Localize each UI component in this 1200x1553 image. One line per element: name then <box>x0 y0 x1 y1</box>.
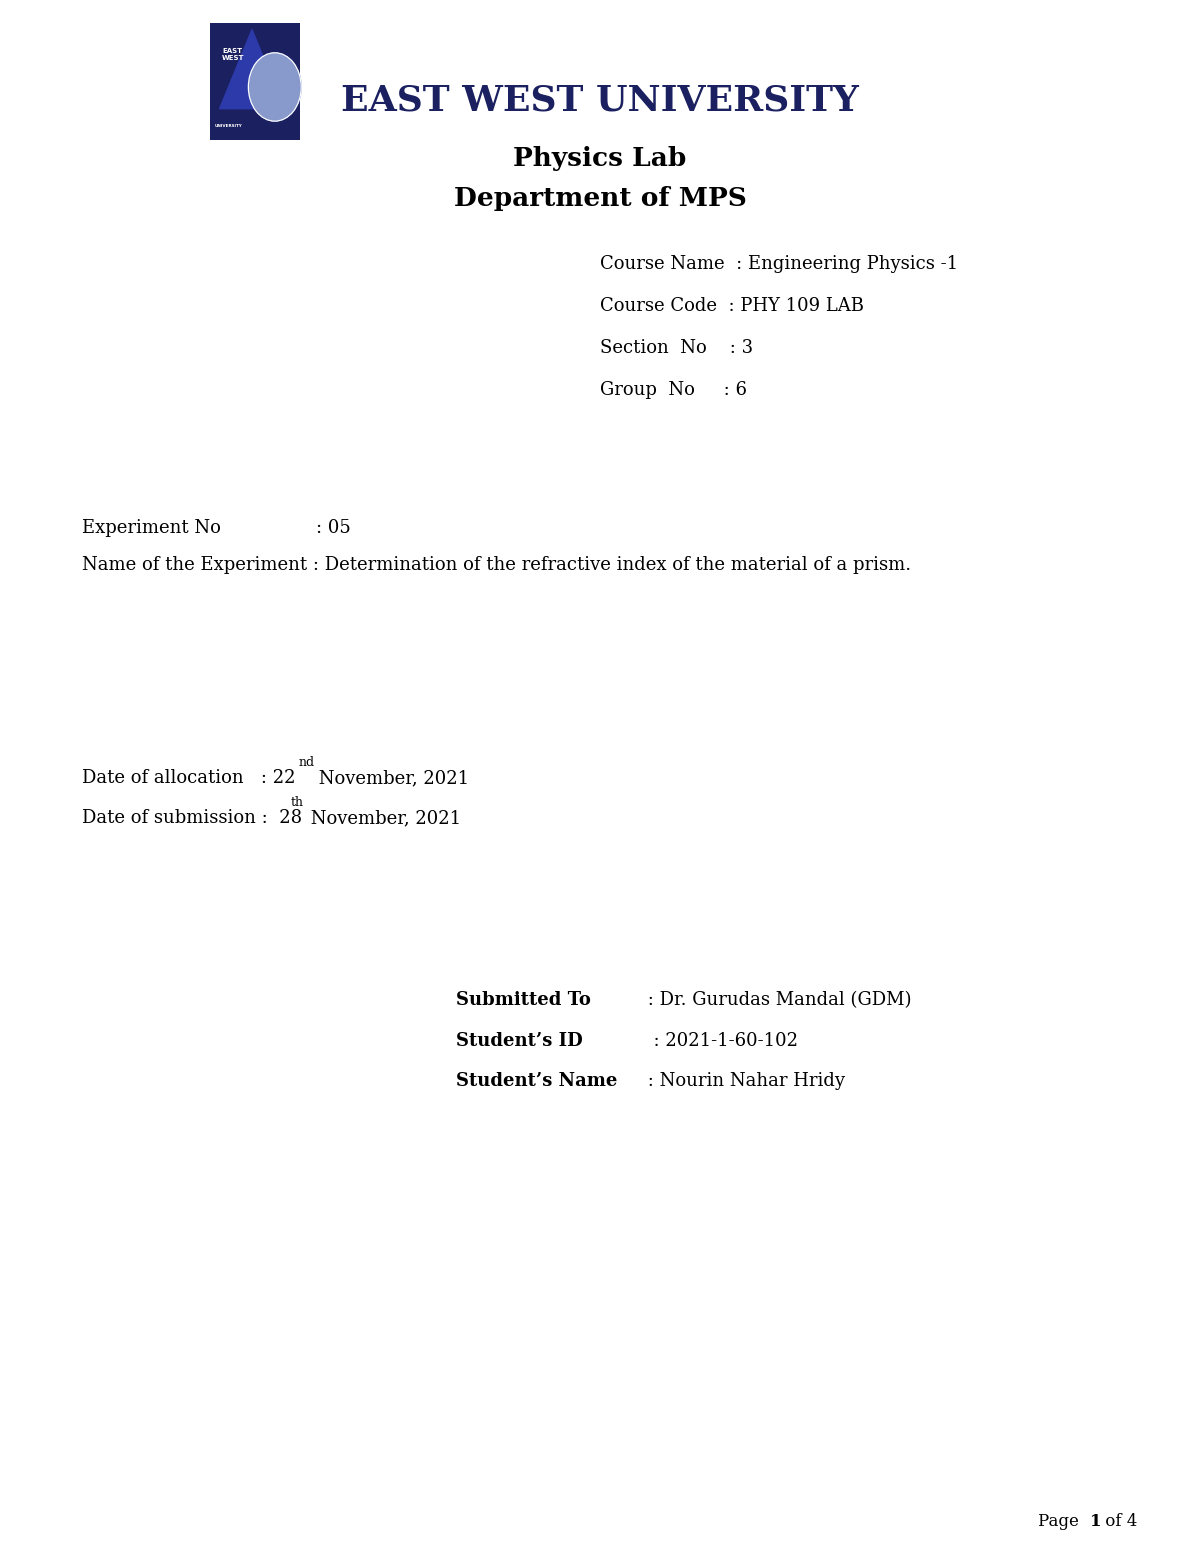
Text: : 05: : 05 <box>316 519 350 537</box>
Text: Physics Lab: Physics Lab <box>514 146 686 171</box>
Text: Name of the Experiment : Determination of the refractive index of the material o: Name of the Experiment : Determination o… <box>82 556 911 575</box>
Text: EAST
WEST: EAST WEST <box>222 48 245 61</box>
Text: Submitted To: Submitted To <box>456 991 590 1009</box>
Text: UNIVERSITY: UNIVERSITY <box>215 124 242 127</box>
Text: Experiment No: Experiment No <box>82 519 221 537</box>
Text: November, 2021: November, 2021 <box>313 769 469 787</box>
Text: of 4: of 4 <box>1100 1514 1138 1530</box>
Text: Course Code  : PHY 109 LAB: Course Code : PHY 109 LAB <box>600 297 864 315</box>
Text: nd: nd <box>299 756 314 769</box>
Text: Date of allocation   : 22: Date of allocation : 22 <box>82 769 295 787</box>
Text: Student’s Name: Student’s Name <box>456 1072 617 1090</box>
Text: Date of submission :  28: Date of submission : 28 <box>82 809 301 828</box>
Text: Student’s ID: Student’s ID <box>456 1031 583 1050</box>
Text: : Nourin Nahar Hridy: : Nourin Nahar Hridy <box>642 1072 845 1090</box>
Text: th: th <box>290 797 304 809</box>
Polygon shape <box>220 30 284 109</box>
Text: : 2021-1-60-102: : 2021-1-60-102 <box>642 1031 798 1050</box>
Text: : Dr. Gurudas Mandal (GDM): : Dr. Gurudas Mandal (GDM) <box>642 991 912 1009</box>
Text: Page: Page <box>1038 1514 1084 1530</box>
Text: November, 2021: November, 2021 <box>305 809 461 828</box>
Bar <box>210 23 300 140</box>
Circle shape <box>248 53 301 121</box>
Text: Section  No    : 3: Section No : 3 <box>600 339 754 357</box>
Text: 1: 1 <box>1090 1514 1102 1530</box>
Text: Group  No     : 6: Group No : 6 <box>600 380 746 399</box>
Text: Course Name  : Engineering Physics -1: Course Name : Engineering Physics -1 <box>600 255 958 273</box>
Text: Department of MPS: Department of MPS <box>454 186 746 211</box>
Text: EAST WEST UNIVERSITY: EAST WEST UNIVERSITY <box>341 84 859 118</box>
